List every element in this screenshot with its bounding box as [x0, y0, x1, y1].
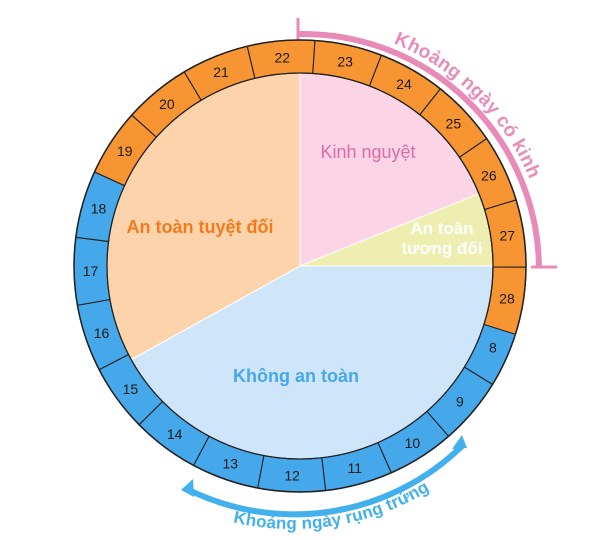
phase-label-line: Không an toàn [233, 366, 359, 386]
phase-label-line: tương đối [401, 239, 482, 258]
day-number-14: 14 [167, 426, 183, 442]
phase-labels: Kinh nguyệt An toàn tương đối Không an toàn… [127, 142, 483, 386]
day-number-23: 23 [337, 53, 353, 69]
day-number-24: 24 [396, 76, 412, 92]
day-number-21: 21 [213, 64, 229, 80]
phase-label-relatively-safe: An toàn tương đối [401, 219, 482, 258]
day-number-12: 12 [284, 467, 300, 483]
day-number-20: 20 [159, 96, 175, 112]
day-ring-outer-border [73, 39, 527, 493]
ovulation-arrow-right-icon [452, 435, 467, 449]
phase-label-line: An toàn tuyệt đối [127, 217, 274, 237]
ovulation-arrow-left-icon [181, 479, 194, 497]
day-number-13: 13 [222, 456, 238, 472]
day-number-18: 18 [91, 200, 107, 216]
day-number-16: 16 [94, 325, 110, 341]
day-ring: 1234567891011121314151617181920212223242… [73, 39, 527, 493]
day-number-27: 27 [499, 228, 515, 244]
phase-label-menstrual: Kinh nguyệt [320, 142, 415, 162]
day-number-28: 28 [499, 291, 515, 307]
period-range-arc-line [297, 30, 542, 269]
day-number-10: 10 [405, 435, 421, 451]
phase-wedges [106, 72, 494, 460]
day-number-8: 8 [489, 340, 497, 356]
phase-label-unsafe: Không an toàn [233, 366, 359, 386]
day-ring-inner-border [106, 72, 494, 460]
phase-label-absolutely-safe: An toàn tuyệt đối [127, 217, 274, 237]
day-number-9: 9 [456, 393, 464, 409]
day-number-26: 26 [481, 167, 497, 183]
day-number-19: 19 [117, 143, 133, 159]
ovulation-range-arc-line [183, 443, 465, 518]
day-number-25: 25 [446, 115, 462, 131]
day-number-22: 22 [275, 49, 291, 65]
day-number-11: 11 [347, 460, 362, 476]
day-number-15: 15 [123, 381, 139, 397]
day-number-17: 17 [83, 263, 99, 279]
phase-label-line: An toàn [410, 219, 473, 238]
phase-label-line: Kinh nguyệt [320, 142, 415, 162]
